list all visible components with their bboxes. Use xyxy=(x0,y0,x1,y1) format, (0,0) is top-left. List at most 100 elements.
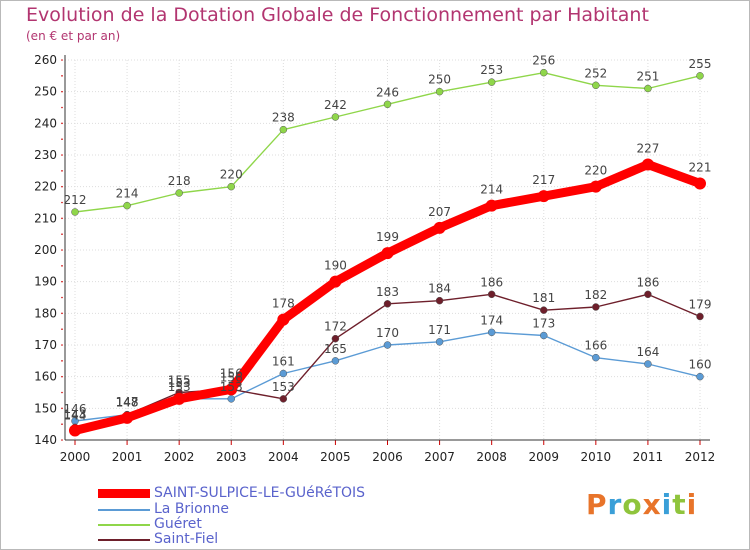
data-point xyxy=(175,189,183,197)
y-minor-tick-mark xyxy=(61,170,63,172)
data-point xyxy=(696,372,704,381)
data-label: 252 xyxy=(584,66,607,80)
y-minor-tick-mark xyxy=(61,391,63,394)
data-label: 179 xyxy=(689,298,712,312)
y-minor-tick-mark xyxy=(61,201,63,204)
data-point xyxy=(331,334,340,343)
y-tick-mark xyxy=(61,154,63,156)
data-label: 148 xyxy=(116,396,139,410)
data-point xyxy=(592,353,600,362)
data-label: 153 xyxy=(168,376,191,390)
data-label: 164 xyxy=(636,345,659,359)
legend-swatch xyxy=(98,524,150,526)
data-point xyxy=(381,247,394,260)
data-point xyxy=(329,275,342,288)
data-label: 178 xyxy=(272,297,295,311)
data-point xyxy=(694,177,706,190)
data-label: 153 xyxy=(220,380,243,394)
data-point xyxy=(383,341,392,349)
series-0 xyxy=(69,158,706,437)
data-label: 218 xyxy=(168,174,191,188)
data-label: 190 xyxy=(324,259,347,273)
y-tick-mark xyxy=(61,217,63,220)
data-point xyxy=(279,395,288,403)
data-label: 207 xyxy=(428,205,451,219)
data-point xyxy=(641,158,654,171)
data-point xyxy=(487,78,496,86)
data-label: 147 xyxy=(116,395,139,409)
legend-label: SAINT-SULPICE-LE-GUéRéTOIS xyxy=(154,485,366,501)
data-label: 250 xyxy=(428,73,451,87)
y-tick-mark xyxy=(61,59,63,61)
x-tick-label: 2008 xyxy=(476,450,507,464)
y-minor-tick-mark xyxy=(61,106,63,109)
logo-letter: P xyxy=(586,488,608,521)
legend-label: Saint-Fiel xyxy=(154,531,219,547)
data-point xyxy=(277,313,290,326)
y-minor-tick-mark xyxy=(61,265,63,267)
y-tick-mark xyxy=(61,90,63,93)
x-tick-label: 2004 xyxy=(268,450,299,464)
x-tick-label: 2009 xyxy=(528,450,559,464)
y-tick-label: 150 xyxy=(34,401,57,415)
legend-swatch xyxy=(98,509,150,511)
data-label: 214 xyxy=(116,187,139,201)
y-tick-label: 260 xyxy=(34,53,57,67)
data-point xyxy=(435,296,444,305)
y-tick-mark xyxy=(61,122,63,125)
data-point xyxy=(227,395,235,403)
data-label: 238 xyxy=(272,111,295,125)
data-point xyxy=(121,411,134,424)
data-point xyxy=(225,383,238,396)
data-label: 227 xyxy=(636,142,659,156)
data-label: 161 xyxy=(272,355,295,369)
data-label: 186 xyxy=(480,275,503,289)
y-tick-mark xyxy=(61,280,63,283)
data-point xyxy=(589,180,602,193)
y-tick-mark xyxy=(61,249,63,251)
data-label: 156 xyxy=(220,366,243,380)
data-label: 221 xyxy=(689,161,712,175)
data-point xyxy=(435,338,444,346)
y-minor-tick-mark xyxy=(61,233,63,235)
data-point xyxy=(123,201,131,210)
data-point xyxy=(540,331,548,340)
y-tick-mark xyxy=(61,439,63,441)
data-point xyxy=(540,306,548,314)
x-tick-label: 2007 xyxy=(424,450,455,464)
data-label: 255 xyxy=(689,57,712,71)
logo-letter: x xyxy=(642,488,662,521)
data-label: 242 xyxy=(324,98,347,112)
y-tick-mark xyxy=(61,407,63,410)
y-tick-mark xyxy=(61,312,63,315)
logo-letter: i xyxy=(686,488,698,521)
x-tick-label: 2011 xyxy=(633,450,664,464)
data-point xyxy=(331,357,340,365)
legend-label: Guéret xyxy=(154,516,202,532)
y-tick-label: 210 xyxy=(34,211,57,225)
data-label: 153 xyxy=(168,380,191,394)
y-tick-label: 160 xyxy=(34,370,57,384)
data-label: 174 xyxy=(480,313,503,327)
data-point xyxy=(69,424,81,437)
chart-title: Evolution de la Dotation Globale de Fonc… xyxy=(26,4,649,26)
data-point xyxy=(644,360,652,368)
data-label: 146 xyxy=(64,402,87,416)
data-label: 256 xyxy=(532,54,555,68)
y-tick-label: 230 xyxy=(34,148,57,162)
data-point xyxy=(540,68,548,77)
logo-letter: i xyxy=(661,488,673,521)
data-label: 183 xyxy=(376,285,399,299)
logo-letter: t xyxy=(672,488,687,521)
data-label: 166 xyxy=(584,339,607,353)
data-label: 155 xyxy=(168,374,191,388)
data-point xyxy=(383,300,392,308)
data-label: 199 xyxy=(376,230,399,244)
data-label: 153 xyxy=(272,380,295,394)
series-2 xyxy=(71,68,704,216)
data-point xyxy=(71,208,79,216)
data-label: 253 xyxy=(480,63,503,77)
data-label: 160 xyxy=(689,358,712,372)
data-point xyxy=(383,100,392,109)
